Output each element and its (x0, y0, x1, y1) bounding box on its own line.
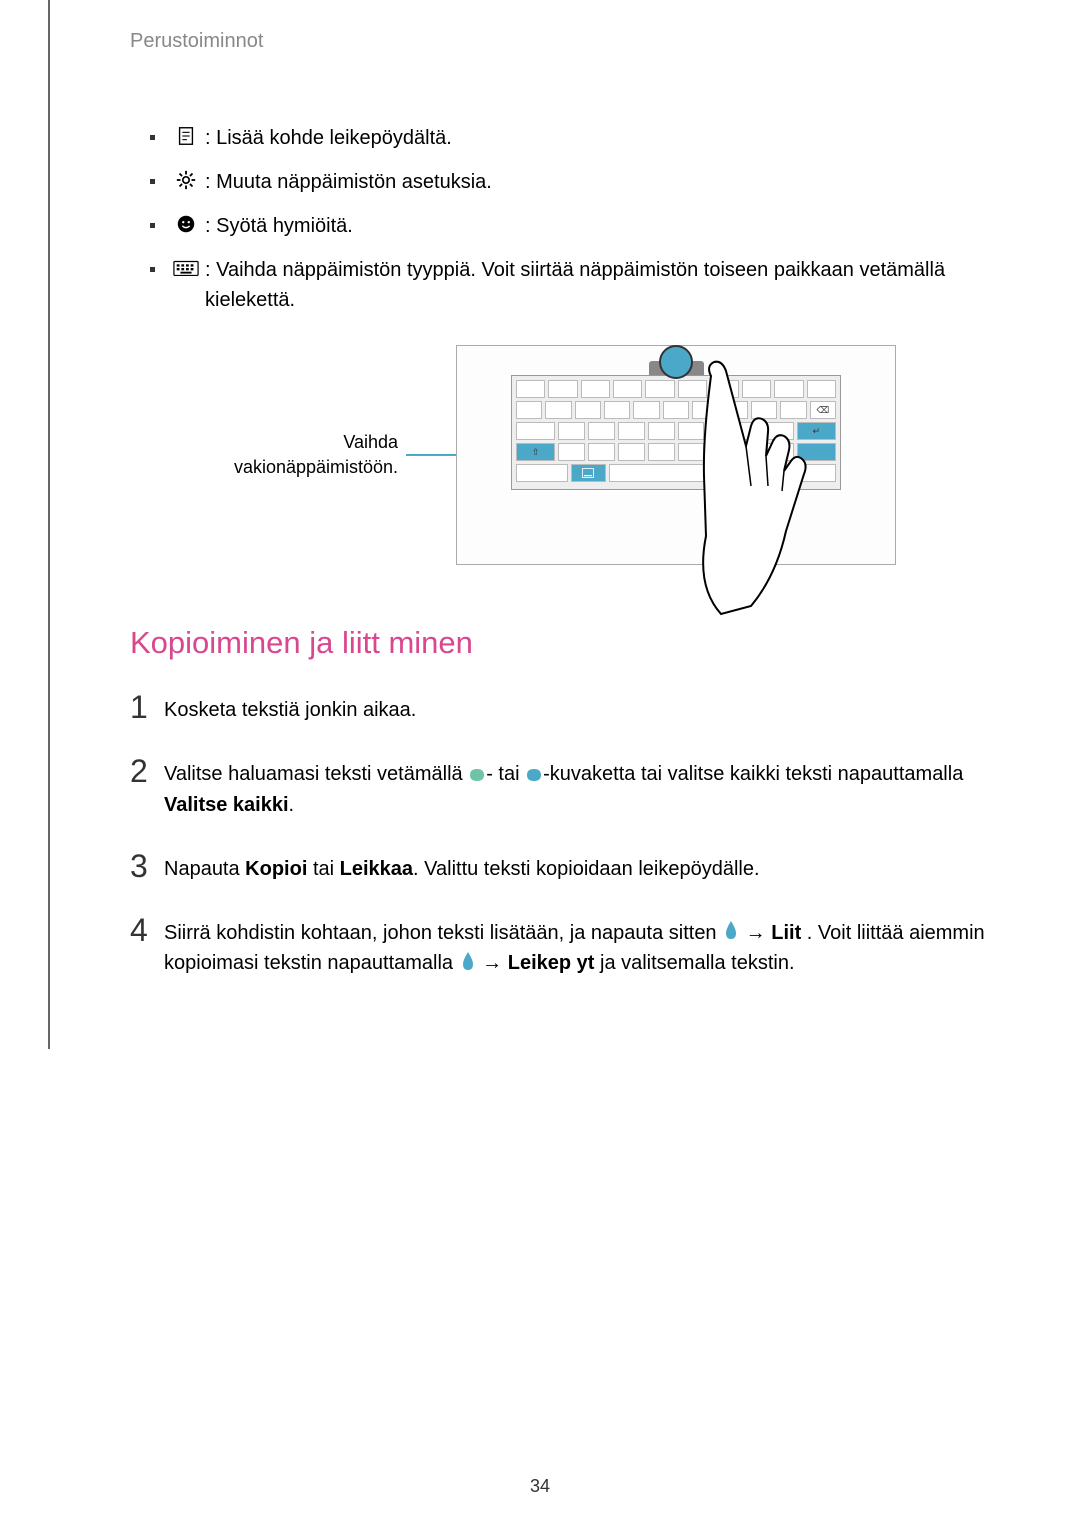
bullet-item: : Muuta näppäimistön asetuksia. (150, 167, 1000, 197)
gear-icon (173, 167, 199, 193)
bullet-dot (150, 179, 155, 184)
bullet-item: : Vaihda näppäimistön tyyppiä. Voit siir… (150, 255, 1000, 315)
bullet-dot (150, 135, 155, 140)
step-item: 1 Kosketa tekstiä jonkin aikaa. (130, 691, 1000, 725)
step-number: 4 (130, 914, 164, 946)
smiley-icon (173, 211, 199, 237)
clipboard-icon (173, 123, 199, 149)
bullet-dot (150, 267, 155, 272)
bullet-text: : Syötä hymiöitä. (205, 211, 1000, 241)
keyboard-switch-key (571, 464, 606, 482)
bullet-dot (150, 223, 155, 228)
step-text: Kosketa tekstiä jonkin aikaa. (164, 691, 1000, 725)
step-text: Siirrä kohdistin kohtaan, johon teksti l… (164, 914, 1000, 979)
keyboard-diagram: Vaihda vakionäppäimistöön. ⌫ ↵ ⇧ (130, 345, 1000, 565)
bullet-item: : Syötä hymiöitä. (150, 211, 1000, 241)
breadcrumb: Perustoiminnot (130, 30, 1000, 53)
diagram-keyboard-box: ⌫ ↵ ⇧ (456, 345, 896, 565)
keyboard-drag-tab (649, 361, 704, 375)
cursor-drop-icon (461, 949, 475, 979)
step-number: 3 (130, 850, 164, 882)
bullet-text: : Muuta näppäimistön asetuksia. (205, 167, 1000, 197)
numbered-steps: 1 Kosketa tekstiä jonkin aikaa. 2 Valits… (130, 691, 1000, 979)
diagram-label: Vaihda vakionäppäimistöön. (234, 430, 398, 480)
step-number: 2 (130, 755, 164, 787)
step-item: 3 Napauta Kopioi tai Leikkaa. Valittu te… (130, 850, 1000, 884)
selection-handle-left-icon (470, 760, 484, 790)
section-title: Kopioiminen ja liitt minen (130, 625, 1000, 661)
cursor-drop-icon (724, 918, 738, 948)
icon-bullet-list: : Lisää kohde leikepöydältä. : Muuta näp… (150, 123, 1000, 315)
bullet-text: : Lisää kohde leikepöydältä. (205, 123, 1000, 153)
bullet-item: : Lisää kohde leikepöydältä. (150, 123, 1000, 153)
keyboard-icon (173, 255, 199, 281)
step-text: Napauta Kopioi tai Leikkaa. Valittu teks… (164, 850, 1000, 884)
step-item: 4 Siirrä kohdistin kohtaan, johon teksti… (130, 914, 1000, 979)
keyboard-body: ⌫ ↵ ⇧ (511, 375, 841, 490)
selection-handle-right-icon (527, 760, 541, 790)
bullet-text: : Vaihda näppäimistön tyyppiä. Voit siir… (205, 255, 1000, 315)
diagram-connector-line (406, 454, 456, 456)
page-number: 34 (0, 1476, 1080, 1497)
step-number: 1 (130, 691, 164, 723)
step-text: Valitse haluamasi teksti vetämällä - tai… (164, 755, 1000, 820)
step-item: 2 Valitse haluamasi teksti vetämällä - t… (130, 755, 1000, 820)
drag-touch-circle (659, 345, 693, 379)
